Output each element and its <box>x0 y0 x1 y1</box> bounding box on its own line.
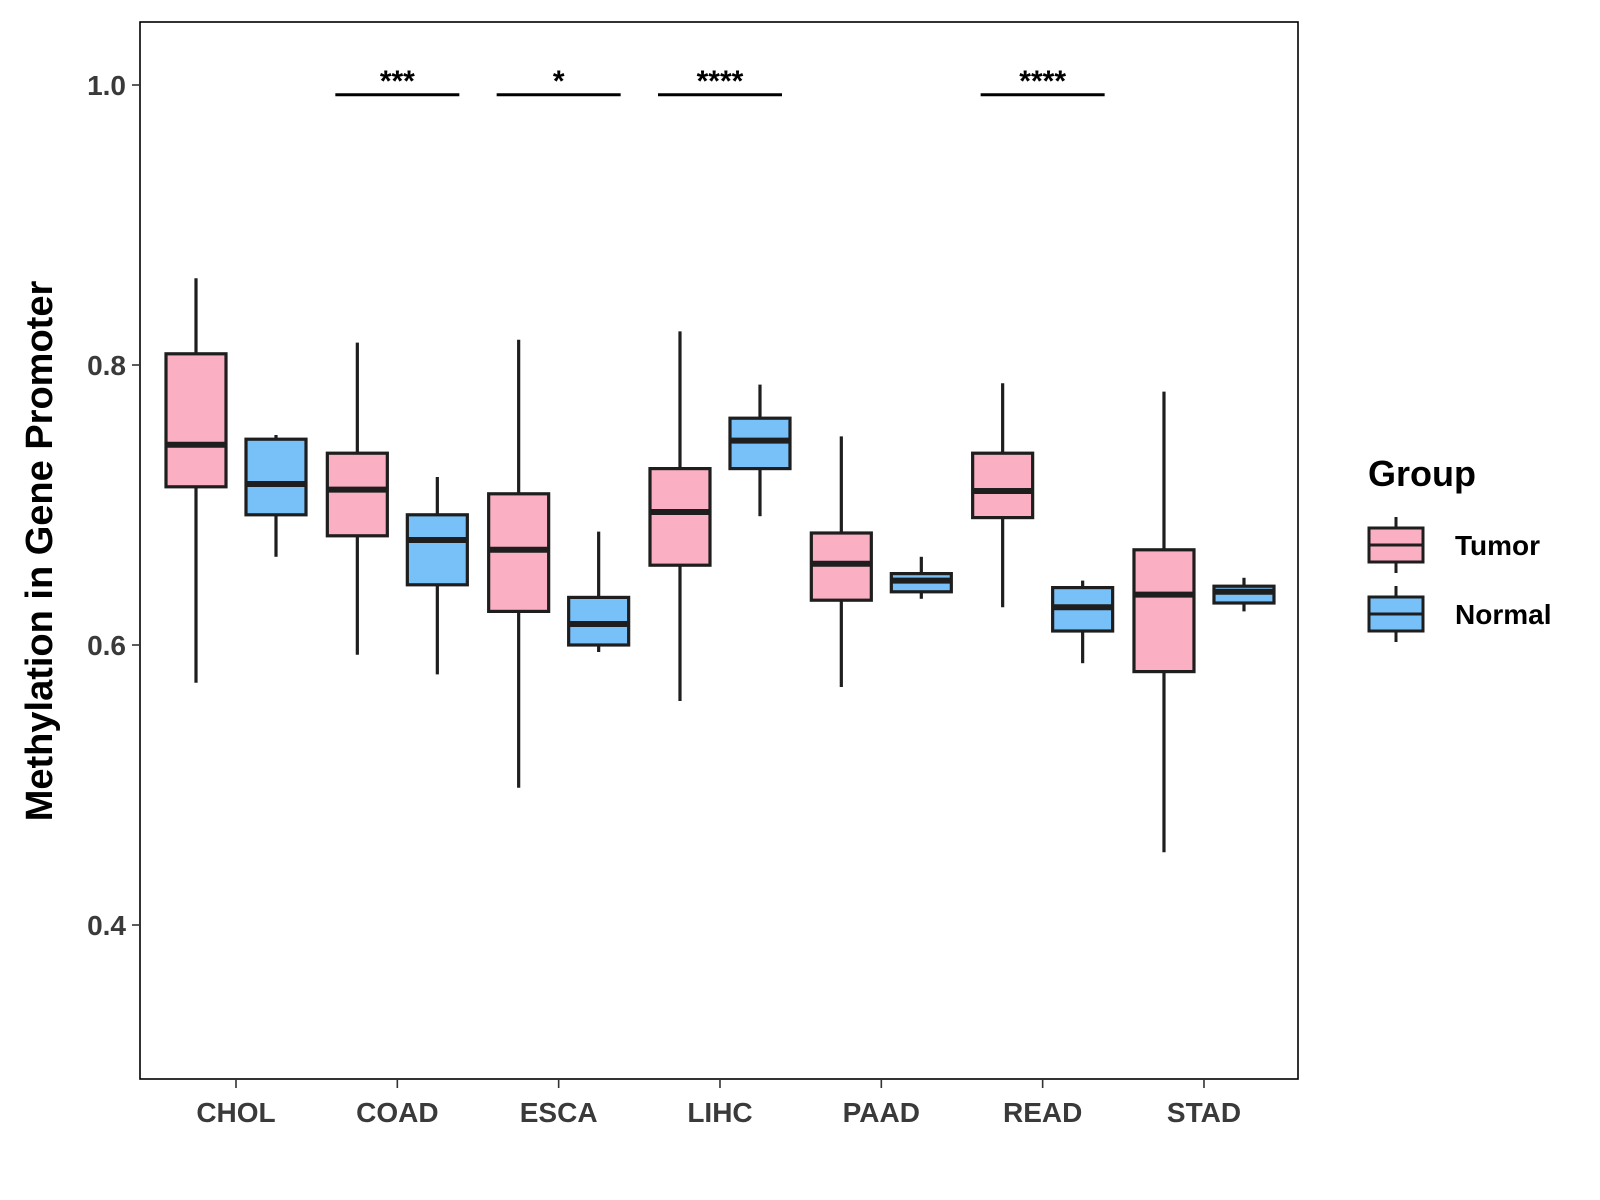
x-tick-label: CHOL <box>196 1097 275 1128</box>
box-body <box>1132 548 1196 674</box>
x-tick-label: LIHC <box>687 1097 752 1128</box>
box-normal-coad <box>405 477 469 675</box>
box-normal-read <box>1051 580 1115 664</box>
box-body <box>244 437 308 517</box>
y-tick-label: 1.0 <box>87 70 126 101</box>
box-normal-stad <box>1212 577 1276 612</box>
plot-panel <box>139 21 1299 1080</box>
box-normal-esca <box>567 531 631 652</box>
box-body <box>405 513 469 587</box>
box-body <box>971 451 1035 520</box>
box-normal-lihc <box>728 384 792 517</box>
y-axis-title: Methylation in Gene Promoter <box>19 281 61 822</box>
box-tumor-coad <box>325 342 389 655</box>
y-tick-label: 0.8 <box>87 350 126 381</box>
legend-title: Group <box>1368 453 1476 494</box>
x-axis: CHOL COAD ESCA LIHC PAAD READ STAD <box>196 1079 1241 1128</box>
box-tumor-esca <box>487 339 551 788</box>
chart-marks <box>164 278 1276 853</box>
significance-label: *** <box>380 65 415 98</box>
box-body <box>325 451 389 538</box>
box-tumor-stad <box>1132 391 1196 853</box>
legend: Group Tumor Normal <box>1367 453 1551 642</box>
x-tick-label: ESCA <box>520 1097 598 1128</box>
significance-label: **** <box>1019 65 1066 98</box>
x-tick-label: COAD <box>356 1097 438 1128</box>
box-tumor-lihc <box>648 331 712 701</box>
significance-label: * <box>553 65 565 98</box>
box-tumor-chol <box>164 278 228 683</box>
box-tumor-read <box>971 383 1035 608</box>
x-tick-label: READ <box>1003 1097 1082 1128</box>
box-body <box>648 467 712 567</box>
x-tick-label: PAAD <box>843 1097 920 1128</box>
box-body <box>164 352 228 489</box>
y-tick-label: 0.6 <box>87 630 126 661</box>
box-normal-chol <box>244 435 308 557</box>
y-axis: 0.4 0.6 0.8 1.0 <box>87 70 140 941</box>
significance-label: **** <box>697 65 744 98</box>
y-tick-label: 0.4 <box>87 910 126 941</box>
box-normal-paad <box>889 556 953 599</box>
significance-annotations: *** * **** **** <box>335 65 1105 98</box>
x-tick-label: STAD <box>1167 1097 1241 1128</box>
legend-label-tumor: Tumor <box>1455 530 1540 561</box>
legend-label-normal: Normal <box>1455 599 1551 630</box>
box-tumor-paad <box>809 436 873 687</box>
